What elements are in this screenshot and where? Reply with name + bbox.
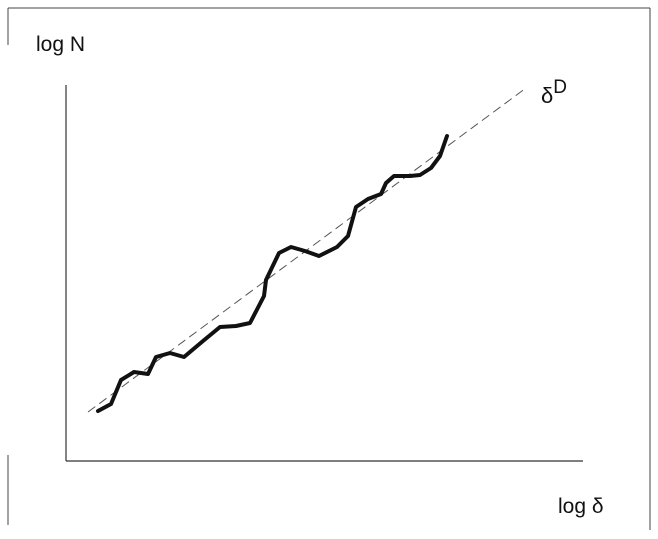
reference-line-label-superscript: D bbox=[553, 77, 567, 98]
reference-line-label: δD bbox=[541, 77, 567, 108]
x-axis-label: log δ bbox=[558, 495, 604, 518]
measured-curve bbox=[96, 134, 449, 413]
axes bbox=[65, 85, 583, 462]
figure-frame bbox=[7, 7, 651, 530]
y-axis-label: log N bbox=[36, 33, 85, 56]
reference-line-label-base: δ bbox=[541, 83, 553, 108]
